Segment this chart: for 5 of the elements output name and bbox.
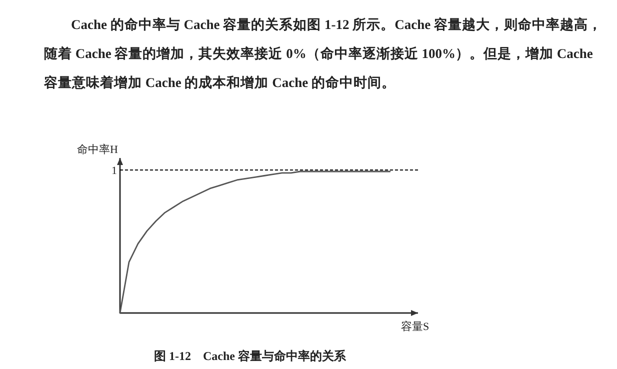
text: Cache 的命中率与 Cache 容量的关系如图 1-12 所示。Cache 容量越大，则命中率越高，随着 Cache 容量的增加，其失效率接近 0%（命中率逐渐接近 100%）。但是，增加 Cache 容量意味着增加 Cache 的成本和增加 Cache 的命中时间。 [44, 16, 603, 92]
y-axis-title: 命中率H [77, 143, 118, 156]
ref-line-label: 1 [112, 165, 117, 177]
text: 图 1-12 Cache 容量与命中率的关系 [154, 349, 347, 363]
x-axis-title: 容量S [401, 320, 430, 333]
